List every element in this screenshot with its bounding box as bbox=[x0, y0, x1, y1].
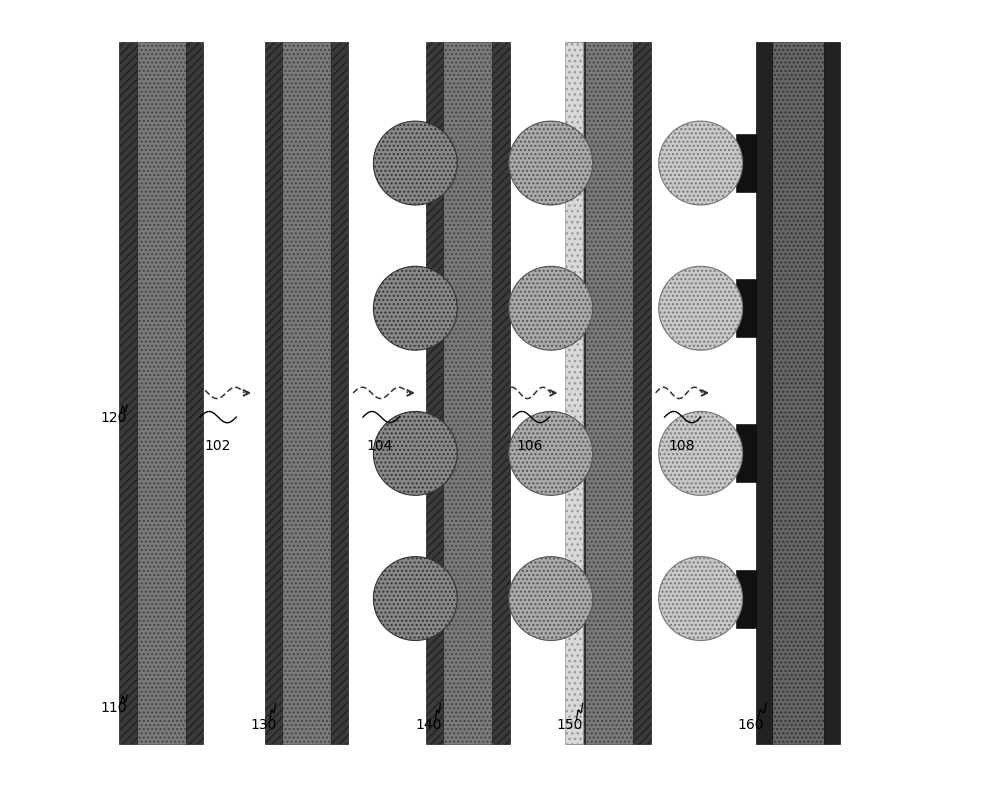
Text: 160: 160 bbox=[738, 717, 764, 731]
Text: 120: 120 bbox=[101, 410, 127, 425]
Circle shape bbox=[659, 557, 743, 641]
Circle shape bbox=[509, 267, 593, 350]
Bar bbox=[282, 43, 331, 744]
Bar bbox=[824, 43, 840, 744]
Circle shape bbox=[373, 122, 457, 206]
Bar bbox=[736, 135, 756, 193]
Bar bbox=[265, 43, 282, 744]
Circle shape bbox=[659, 412, 743, 496]
Bar bbox=[736, 570, 756, 628]
Bar bbox=[567, 43, 585, 744]
Bar bbox=[772, 43, 824, 744]
Bar bbox=[736, 425, 756, 483]
Circle shape bbox=[373, 412, 457, 496]
Text: 150: 150 bbox=[556, 717, 583, 731]
Bar bbox=[119, 43, 137, 744]
Circle shape bbox=[509, 122, 593, 206]
Bar bbox=[492, 43, 510, 744]
Text: 130: 130 bbox=[250, 717, 276, 731]
Text: 104: 104 bbox=[367, 439, 393, 453]
Bar bbox=[426, 43, 443, 744]
Text: 102: 102 bbox=[204, 439, 230, 453]
Bar bbox=[585, 43, 633, 744]
Circle shape bbox=[373, 557, 457, 641]
Bar bbox=[756, 43, 772, 744]
Bar bbox=[137, 43, 186, 744]
Circle shape bbox=[509, 557, 593, 641]
Text: 140: 140 bbox=[415, 717, 442, 731]
Circle shape bbox=[659, 122, 743, 206]
Bar bbox=[186, 43, 203, 744]
Bar bbox=[443, 43, 492, 744]
Bar bbox=[633, 43, 651, 744]
Circle shape bbox=[659, 267, 743, 350]
Bar bbox=[736, 280, 756, 338]
Text: 106: 106 bbox=[517, 439, 543, 453]
Text: 110: 110 bbox=[101, 701, 127, 714]
Text: 108: 108 bbox=[669, 439, 695, 453]
Circle shape bbox=[509, 412, 593, 496]
Bar bbox=[565, 43, 583, 744]
Bar bbox=[331, 43, 348, 744]
Circle shape bbox=[373, 267, 457, 350]
